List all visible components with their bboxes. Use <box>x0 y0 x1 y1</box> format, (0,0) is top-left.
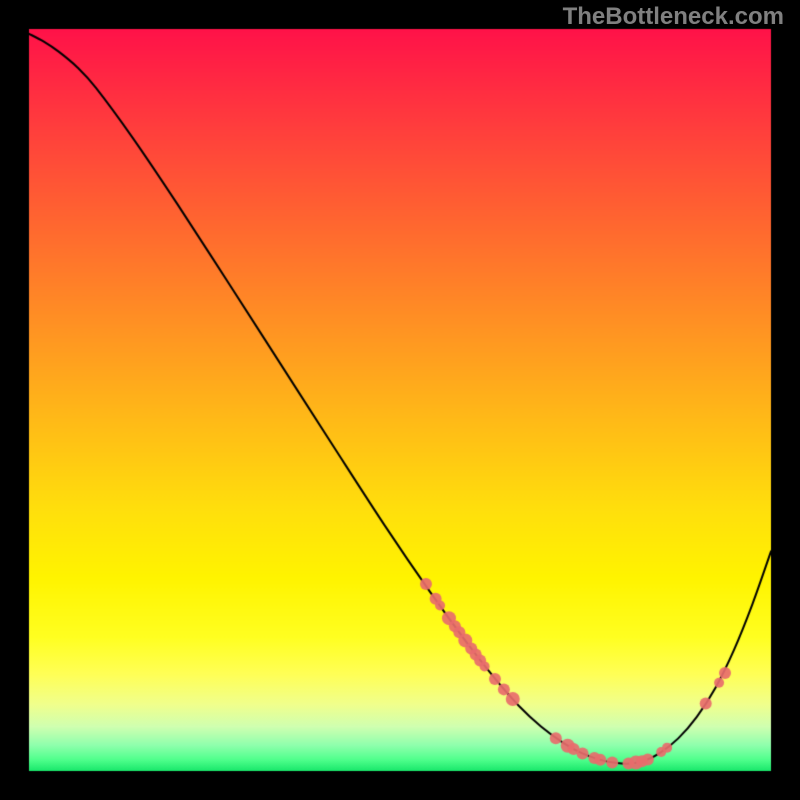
bottleneck-curve-chart <box>0 0 800 800</box>
watermark-text: TheBottleneck.com <box>563 3 784 31</box>
chart-root: TheBottleneck.com <box>0 0 800 800</box>
